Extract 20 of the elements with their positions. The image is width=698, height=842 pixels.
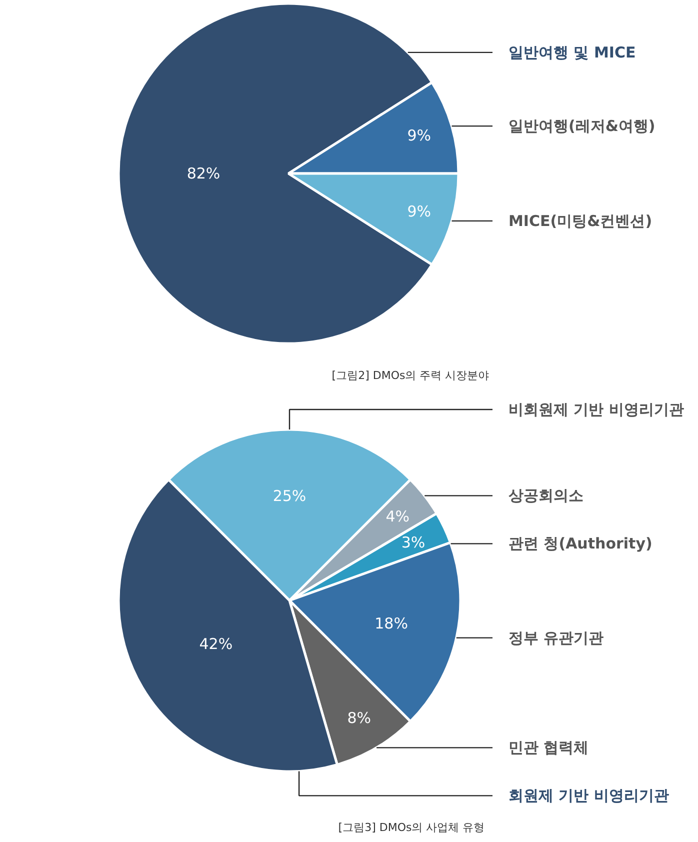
data-label: 25%: [272, 487, 306, 506]
slice-label: 일반여행(레저&여행): [508, 117, 656, 136]
slice-label: 상공회의소: [508, 486, 584, 505]
data-label: 9%: [407, 126, 431, 145]
data-label: 42%: [199, 635, 233, 654]
data-label: 3%: [401, 533, 426, 552]
slice-label: 민관 협력체: [508, 738, 589, 757]
slice-label: 비회원제 기반 비영리기관: [508, 400, 684, 418]
data-label: 9%: [407, 202, 431, 220]
text: [그림2] DMOs의 주력 시장분야: [332, 369, 490, 382]
slice-label: 일반여행 및 MICE: [508, 43, 636, 62]
data-label: 82%: [186, 164, 220, 182]
data-label: 8%: [347, 709, 372, 728]
data-label: 18%: [374, 614, 408, 632]
slice-label: 관련 청(Authority): [508, 534, 652, 553]
slice-label: 정부 유관기관: [508, 628, 604, 647]
text: [그림3] DMOs의 사업체 유형: [338, 821, 485, 834]
slice-label: 회원제 기반 비영리기관: [508, 786, 669, 805]
data-label: 4%: [386, 508, 410, 526]
slice-label: MICE(미팅&컨벤션): [508, 212, 652, 230]
